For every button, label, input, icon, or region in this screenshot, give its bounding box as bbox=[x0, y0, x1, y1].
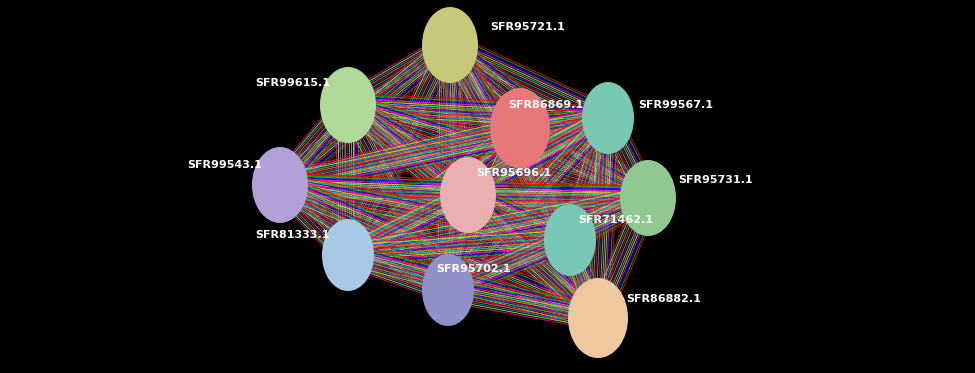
Text: SFR99615.1: SFR99615.1 bbox=[255, 78, 330, 88]
Text: SFR86882.1: SFR86882.1 bbox=[626, 294, 701, 304]
Text: SFR86869.1: SFR86869.1 bbox=[508, 100, 583, 110]
Ellipse shape bbox=[582, 82, 634, 154]
Text: SFR99543.1: SFR99543.1 bbox=[187, 160, 262, 170]
Ellipse shape bbox=[440, 157, 496, 233]
Ellipse shape bbox=[620, 160, 676, 236]
Ellipse shape bbox=[320, 67, 376, 143]
Ellipse shape bbox=[422, 254, 474, 326]
Ellipse shape bbox=[490, 88, 550, 168]
Ellipse shape bbox=[322, 219, 374, 291]
Ellipse shape bbox=[568, 278, 628, 358]
Text: SFR71462.1: SFR71462.1 bbox=[578, 215, 653, 225]
Text: SFR95702.1: SFR95702.1 bbox=[436, 264, 511, 274]
Text: SFR95696.1: SFR95696.1 bbox=[476, 168, 551, 178]
Text: SFR99567.1: SFR99567.1 bbox=[638, 100, 713, 110]
Text: SFR95721.1: SFR95721.1 bbox=[490, 22, 565, 32]
Ellipse shape bbox=[252, 147, 308, 223]
Ellipse shape bbox=[544, 204, 596, 276]
Ellipse shape bbox=[422, 7, 478, 83]
Text: SFR95731.1: SFR95731.1 bbox=[678, 175, 753, 185]
Text: SFR81333.1: SFR81333.1 bbox=[255, 230, 330, 240]
